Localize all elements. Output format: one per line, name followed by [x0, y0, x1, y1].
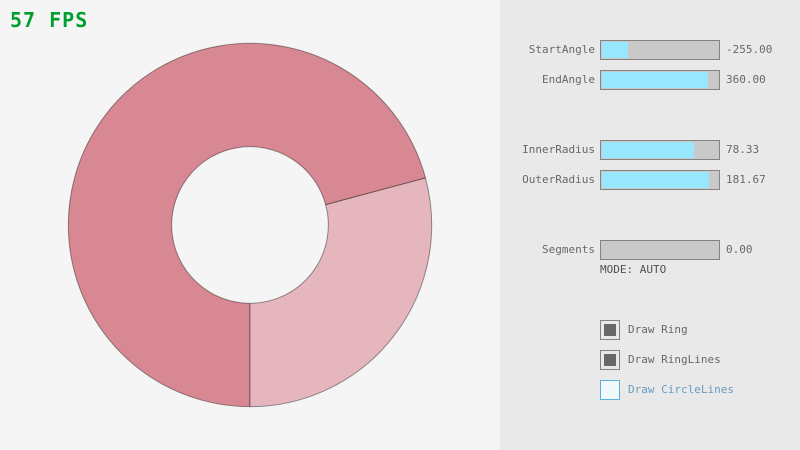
segments-sliderbar[interactable]: [600, 240, 720, 260]
segments-value: 0.00: [726, 243, 753, 256]
outerradius-slider-fill: [602, 172, 710, 188]
endangle-sliderbar[interactable]: [600, 70, 720, 90]
startangle-label: StartAngle: [528, 43, 595, 56]
draw-ringlines-checkmark: [604, 354, 616, 366]
draw-ring-checkbox[interactable]: [600, 320, 620, 340]
slider-row-innerradius: InnerRadius 78.33: [0, 140, 800, 160]
slider-row-endangle: EndAngle 360.00: [0, 70, 800, 90]
segments-label: Segments: [542, 243, 595, 256]
startangle-slider-fill: [602, 42, 628, 58]
draw-ring-checkmark: [604, 324, 616, 336]
draw-ringlines-checkbox[interactable]: [600, 350, 620, 370]
checkbox-row-draw-ringlines: Draw RingLines: [0, 350, 800, 370]
innerradius-sliderbar[interactable]: [600, 140, 720, 160]
draw-circlelines-checkmark: [604, 384, 616, 396]
slider-row-startangle: StartAngle -255.00: [0, 40, 800, 60]
draw-circlelines-label: Draw CircleLines: [628, 383, 734, 396]
startangle-value: -255.00: [726, 43, 773, 56]
outerradius-label: OuterRadius: [522, 173, 595, 186]
draw-circlelines-checkbox[interactable]: [600, 380, 620, 400]
startangle-sliderbar[interactable]: [600, 40, 720, 60]
slider-row-segments: Segments 0.00: [0, 240, 800, 260]
ring-canvas: [67, 42, 433, 408]
outerradius-sliderbar[interactable]: [600, 170, 720, 190]
endangle-slider-fill: [602, 72, 709, 88]
endangle-value: 360.00: [726, 73, 766, 86]
innerradius-slider-fill: [602, 142, 695, 158]
fps-counter: 57 FPS: [10, 8, 89, 32]
slider-row-outerradius: OuterRadius 181.67: [0, 170, 800, 190]
endangle-label: EndAngle: [542, 73, 595, 86]
innerradius-label: InnerRadius: [522, 143, 595, 156]
ring-overlap-sector: [67, 42, 427, 408]
innerradius-value: 78.33: [726, 143, 760, 156]
ring-single-sector: [249, 177, 433, 408]
checkbox-row-draw-circlelines: Draw CircleLines: [0, 380, 800, 400]
draw-ring-label: Draw Ring: [628, 323, 688, 336]
segments-mode-text: MODE: AUTO: [600, 263, 667, 276]
checkbox-row-draw-ring: Draw Ring: [0, 320, 800, 340]
draw-ringlines-label: Draw RingLines: [628, 353, 721, 366]
outerradius-value: 181.67: [726, 173, 766, 186]
